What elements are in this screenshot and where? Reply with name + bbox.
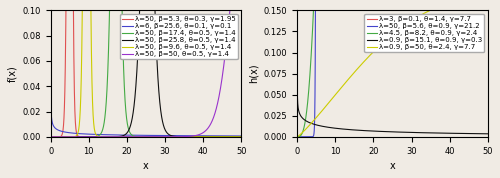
λ=0.9, β=50, θ=2.4, γ=7.7 (376, 46, 382, 48)
λ=0.9, β=50, θ=2.4, γ=7.7 (368, 54, 374, 56)
λ=50, β=17.4, θ=0.5, γ=1.4 (48, 136, 54, 138)
λ=50, β=9.6, θ=0.5, γ=1.4 (48, 136, 54, 138)
λ=50, β=9.6, θ=0.5, γ=1.4 (214, 136, 220, 138)
λ=50, β=50, θ=0.5, γ=1.4 (214, 105, 220, 107)
λ=50, β=5.3, θ=0.3, γ=1.95 (238, 136, 244, 138)
λ=50, β=25.8, θ=0.5, γ=1.4 (129, 118, 135, 120)
λ=6, β=25.6, θ=0.1, γ=0.1 (121, 134, 127, 136)
λ=50, β=25.8, θ=0.5, γ=1.4 (238, 136, 244, 138)
λ=0.9, β=50, θ=2.4, γ=7.7 (460, 0, 466, 1)
Line: λ=50, β=17.4, θ=0.5, γ=1.4: λ=50, β=17.4, θ=0.5, γ=1.4 (50, 0, 242, 137)
λ=0.9, β=50, θ=2.4, γ=7.7 (294, 136, 300, 138)
λ=50, β=50, θ=0.5, γ=1.4 (121, 136, 127, 138)
λ=0.9, β=50, θ=2.4, γ=7.7 (316, 113, 322, 116)
λ=50, β=17.4, θ=0.5, γ=1.4 (81, 136, 87, 138)
Line: λ=6, β=25.6, θ=0.1, γ=0.1: λ=6, β=25.6, θ=0.1, γ=0.1 (50, 0, 242, 136)
Y-axis label: h(x): h(x) (248, 64, 258, 83)
λ=50, β=9.6, θ=0.5, γ=1.4 (70, 136, 75, 138)
λ=50, β=17.4, θ=0.5, γ=1.4 (70, 136, 75, 138)
λ=50, β=50, θ=0.5, γ=1.4 (129, 136, 135, 138)
λ=4.5, β=8.2, θ=0.9, γ=2.4 (294, 136, 300, 138)
λ=50, β=9.6, θ=0.5, γ=1.4 (129, 136, 135, 138)
λ=50, β=25.8, θ=0.5, γ=1.4 (81, 136, 87, 138)
λ=50, β=9.6, θ=0.5, γ=1.4 (238, 136, 244, 138)
λ=0.9, β=15.1, θ=0.9, γ=0.3 (485, 133, 491, 135)
X-axis label: x: x (143, 161, 149, 171)
λ=6, β=25.6, θ=0.1, γ=0.1 (214, 135, 220, 137)
Line: λ=50, β=9.6, θ=0.5, γ=1.4: λ=50, β=9.6, θ=0.5, γ=1.4 (50, 0, 242, 137)
Legend: λ=50, β=5.3, θ=0.3, γ=1.95, λ=6, β=25.6, θ=0.1, γ=0.1, λ=50, β=17.4, θ=0.5, γ=1.: λ=50, β=5.3, θ=0.3, γ=1.95, λ=6, β=25.6,… (120, 14, 238, 59)
X-axis label: x: x (390, 161, 396, 171)
λ=0.9, β=15.1, θ=0.9, γ=0.3 (328, 127, 334, 129)
λ=50, β=25.8, θ=0.5, γ=1.4 (70, 136, 75, 138)
Line: λ=50, β=5.6, θ=0.9, γ=21.2: λ=50, β=5.6, θ=0.9, γ=21.2 (298, 0, 488, 137)
λ=0.9, β=15.1, θ=0.9, γ=0.3 (316, 124, 322, 127)
Line: λ=0.9, β=50, θ=2.4, γ=7.7: λ=0.9, β=50, θ=2.4, γ=7.7 (298, 0, 488, 137)
λ=50, β=5.3, θ=0.3, γ=1.95 (81, 136, 87, 138)
λ=6, β=25.6, θ=0.1, γ=0.1 (234, 135, 240, 137)
λ=6, β=25.6, θ=0.1, γ=0.1 (81, 133, 87, 135)
λ=50, β=5.3, θ=0.3, γ=1.95 (234, 136, 240, 138)
λ=50, β=17.4, θ=0.5, γ=1.4 (234, 136, 240, 138)
Line: λ=50, β=5.3, θ=0.3, γ=1.95: λ=50, β=5.3, θ=0.3, γ=1.95 (50, 0, 242, 137)
λ=50, β=25.8, θ=0.5, γ=1.4 (121, 134, 127, 137)
λ=3, β=0.1, θ=1.4, γ=7.7 (294, 136, 300, 138)
Line: λ=4.5, β=8.2, θ=0.9, γ=2.4: λ=4.5, β=8.2, θ=0.9, γ=2.4 (298, 0, 488, 137)
λ=0.9, β=15.1, θ=0.9, γ=0.3 (368, 130, 374, 132)
λ=0.9, β=15.1, θ=0.9, γ=0.3 (294, 51, 300, 54)
λ=0.9, β=15.1, θ=0.9, γ=0.3 (376, 130, 382, 132)
λ=0.9, β=50, θ=2.4, γ=7.7 (328, 100, 334, 102)
Line: λ=3, β=0.1, θ=1.4, γ=7.7: λ=3, β=0.1, θ=1.4, γ=7.7 (298, 0, 488, 137)
λ=50, β=50, θ=0.5, γ=1.4 (48, 136, 54, 138)
λ=50, β=50, θ=0.5, γ=1.4 (81, 136, 87, 138)
λ=50, β=5.3, θ=0.3, γ=1.95 (129, 136, 135, 138)
λ=50, β=17.4, θ=0.5, γ=1.4 (238, 136, 244, 138)
λ=6, β=25.6, θ=0.1, γ=0.1 (129, 134, 135, 136)
λ=6, β=25.6, θ=0.1, γ=0.1 (70, 132, 75, 134)
Line: λ=50, β=25.8, θ=0.5, γ=1.4: λ=50, β=25.8, θ=0.5, γ=1.4 (50, 0, 242, 137)
λ=0.9, β=15.1, θ=0.9, γ=0.3 (460, 132, 466, 135)
λ=50, β=25.8, θ=0.5, γ=1.4 (214, 136, 220, 138)
Line: λ=50, β=50, θ=0.5, γ=1.4: λ=50, β=50, θ=0.5, γ=1.4 (50, 0, 242, 137)
λ=50, β=17.4, θ=0.5, γ=1.4 (121, 74, 127, 77)
λ=50, β=25.8, θ=0.5, γ=1.4 (234, 136, 240, 138)
λ=50, β=5.3, θ=0.3, γ=1.95 (214, 136, 220, 138)
λ=50, β=25.8, θ=0.5, γ=1.4 (48, 136, 54, 138)
λ=0.9, β=15.1, θ=0.9, γ=0.3 (481, 133, 487, 135)
λ=6, β=25.6, θ=0.1, γ=0.1 (238, 135, 244, 137)
Legend: λ=3, β=0.1, θ=1.4, γ=7.7, λ=50, β=5.6, θ=0.9, γ=21.2, λ=4.5, β=8.2, θ=0.9, γ=2.4: λ=3, β=0.1, θ=1.4, γ=7.7, λ=50, β=5.6, θ… (364, 14, 484, 52)
Line: λ=0.9, β=15.1, θ=0.9, γ=0.3: λ=0.9, β=15.1, θ=0.9, γ=0.3 (298, 53, 488, 134)
λ=50, β=17.4, θ=0.5, γ=1.4 (129, 134, 135, 136)
λ=50, β=5.3, θ=0.3, γ=1.95 (121, 136, 127, 138)
λ=50, β=9.6, θ=0.5, γ=1.4 (234, 136, 240, 138)
λ=50, β=5.3, θ=0.3, γ=1.95 (48, 136, 54, 138)
λ=50, β=50, θ=0.5, γ=1.4 (70, 136, 75, 138)
λ=50, β=9.6, θ=0.5, γ=1.4 (121, 136, 127, 138)
λ=50, β=17.4, θ=0.5, γ=1.4 (214, 136, 220, 138)
λ=50, β=5.6, θ=0.9, γ=21.2 (294, 136, 300, 138)
Y-axis label: f(x): f(x) (7, 65, 17, 82)
